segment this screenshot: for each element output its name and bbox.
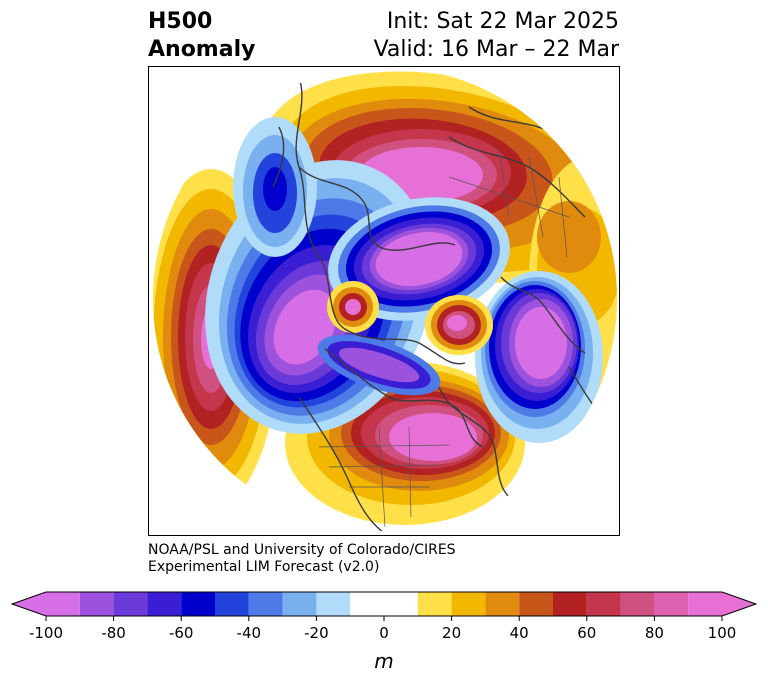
anomaly-negative-europe — [475, 271, 603, 443]
colorbar-tick-label: 60 — [577, 624, 596, 642]
anomaly-negative-arctic — [328, 197, 510, 321]
colorbar-tick-label: -40 — [237, 624, 262, 642]
colorbar: -100 -80 -60 -40 -20 0 20 40 60 80 100 m — [10, 591, 758, 673]
colorbar-segment — [350, 592, 418, 616]
init-date: Init: Sat 22 Mar 2025 — [386, 9, 619, 34]
valid-date: Valid: 16 Mar – 22 Mar — [373, 37, 619, 62]
colorbar-segment — [282, 592, 317, 616]
colorbar-segment — [248, 592, 283, 616]
colorbar-segment — [485, 592, 520, 616]
colorbar-segment — [215, 592, 249, 616]
anomaly-negative-northwest — [233, 117, 317, 257]
colorbar-tick-label: -100 — [29, 624, 63, 642]
colorbar-segment — [688, 592, 722, 616]
anomaly-negative-central — [317, 334, 441, 396]
title-line-2: Anomaly — [148, 37, 256, 62]
colorbar-segment — [113, 592, 148, 616]
colorbar-ticks: -100 -80 -60 -40 -20 0 20 40 60 80 100 — [29, 616, 736, 642]
colorbar-segment — [417, 592, 452, 616]
colorbar-segment — [316, 592, 351, 616]
colorbar-tick-label: 0 — [379, 624, 389, 642]
colorbar-tick-label: -20 — [304, 624, 329, 642]
credit-line-2: Experimental LIM Forecast (v2.0) — [148, 559, 380, 575]
colorbar-segment — [519, 592, 553, 616]
colorbar-segment — [654, 592, 689, 616]
anomaly-positive-greenland — [327, 281, 379, 333]
colorbar-segment — [451, 592, 486, 616]
colorbar-tick-label: 100 — [708, 624, 737, 642]
forecast-dates: Init: Sat 22 Mar 2025 Valid: 16 Mar – 22… — [374, 8, 619, 64]
borders — [318, 146, 570, 528]
colorbar-tick-label: 80 — [645, 624, 664, 642]
credit-text: NOAA/PSL and University of Colorado/CIRE… — [148, 542, 456, 576]
colorbar-extend-max — [722, 592, 756, 616]
colorbar-tick-label: 40 — [510, 624, 529, 642]
colorbar-segment — [79, 592, 114, 616]
title-line-1: H500 — [148, 9, 213, 34]
colorbar-segment — [46, 592, 80, 616]
map-panel — [148, 66, 620, 536]
anomaly-map — [153, 67, 617, 531]
credit-line-1: NOAA/PSL and University of Colorado/CIRE… — [148, 542, 456, 558]
colorbar-segment — [620, 592, 655, 616]
colorbar-extend-min — [12, 592, 46, 616]
colorbar-segment — [586, 592, 621, 616]
colorbar-segment — [181, 592, 215, 616]
colorbar-tick-label: 20 — [442, 624, 461, 642]
colorbar-tick-label: -60 — [169, 624, 194, 642]
anomaly-field — [153, 67, 617, 531]
colorbar-unit-label: m — [374, 649, 393, 673]
anomaly-positive-scandinavia — [425, 295, 493, 355]
colorbar-segment — [147, 592, 182, 616]
colorbar-segment — [553, 592, 587, 616]
chart-title: H500 Anomaly — [148, 8, 255, 64]
colorbar-tick-label: -80 — [101, 624, 126, 642]
colorbar-segments — [10, 591, 758, 617]
